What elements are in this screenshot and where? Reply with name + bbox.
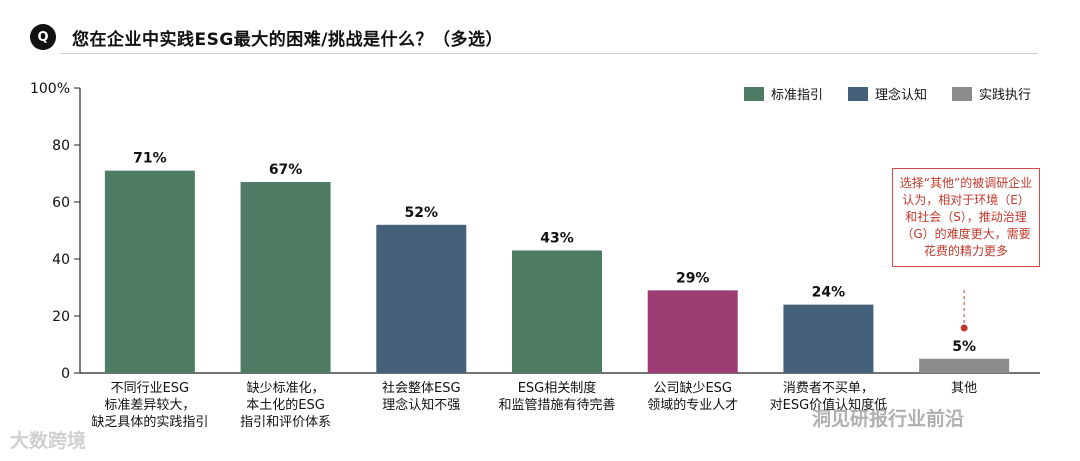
- bar: [240, 182, 331, 373]
- category-label: 领域的专业人才: [647, 397, 738, 413]
- bar-value-label: 29%: [676, 270, 710, 286]
- category-label: ESG相关制度: [518, 380, 597, 396]
- category-label: 消费者不买单，: [783, 381, 874, 396]
- bar-value-label: 67%: [269, 162, 303, 178]
- legend-swatch: [952, 87, 972, 101]
- bar: [647, 290, 738, 373]
- bar-value-label: 24%: [812, 285, 846, 301]
- category-label: 公司缺少ESG: [653, 381, 732, 396]
- bar: [783, 304, 874, 373]
- y-tick-label: 60: [52, 195, 70, 211]
- question-badge: Q: [30, 24, 56, 50]
- bar-value-label: 71%: [133, 151, 167, 167]
- category-label: 指引和评价体系: [240, 415, 331, 430]
- legend-label: 理念认知: [875, 87, 927, 103]
- category-label: 标准差异较大，: [104, 398, 195, 413]
- bar: [919, 358, 1010, 373]
- bar: [512, 250, 602, 373]
- watermark-right: 洞见研报行业前沿: [812, 408, 965, 430]
- annotation-box: 选择“其他”的被调研企业认为，相对于环境（E）和社会（S），推动治理（G）的难度…: [892, 168, 1040, 267]
- category-label: 社会整体ESG: [382, 380, 461, 396]
- bar-value-label: 43%: [540, 230, 574, 246]
- category-label: 对ESG价值认知度低: [770, 397, 888, 413]
- bar: [104, 170, 195, 373]
- annotation-dot: [960, 324, 968, 332]
- category-label: 缺少标准化，: [247, 381, 325, 396]
- category-label: 本土化的ESG: [246, 397, 325, 413]
- bar-value-label: 5%: [952, 339, 976, 355]
- category-label: 其他: [951, 381, 977, 396]
- y-tick-label: 0: [61, 366, 70, 382]
- y-tick-label: 40: [52, 252, 70, 268]
- legend-label: 实践执行: [979, 88, 1031, 103]
- chart-header: Q 您在企业中实践ESG最大的困难/挑战是什么？（多选）: [30, 22, 503, 52]
- legend-label: 标准指引: [771, 88, 823, 103]
- category-label: 理念认知不强: [382, 397, 460, 413]
- category-label: 不同行业ESG: [111, 381, 190, 396]
- category-label: 缺乏具体的实践指引: [91, 414, 208, 430]
- chart-title: 您在企业中实践ESG最大的困难/挑战是什么？（多选）: [72, 29, 504, 50]
- y-tick-label: 20: [52, 309, 70, 325]
- category-label: 和监管措施有待完善: [498, 397, 615, 413]
- y-tick-label: 80: [52, 138, 70, 154]
- bar-value-label: 52%: [405, 205, 439, 221]
- watermark-left: 大数跨境: [10, 430, 87, 452]
- bar: [376, 224, 467, 373]
- legend-swatch: [848, 87, 868, 101]
- y-tick-label: 100%: [30, 81, 70, 97]
- header-divider: [60, 53, 1038, 54]
- legend-swatch: [744, 87, 764, 101]
